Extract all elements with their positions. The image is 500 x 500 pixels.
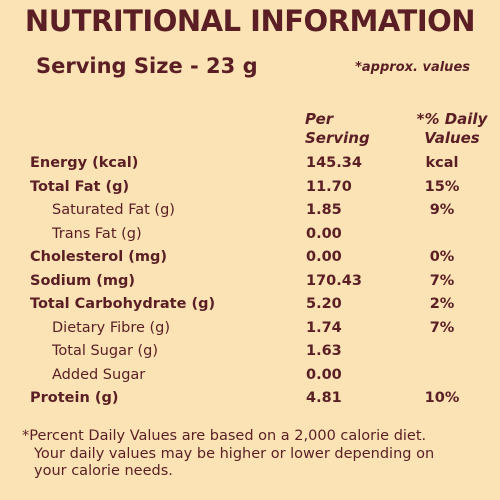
nutrient-daily-value: 7% [429, 272, 455, 289]
nutrient-daily-value: 15% [424, 178, 460, 195]
nutrient-daily-value: 7% [429, 319, 455, 336]
nutrient-value: 0.00 [306, 249, 342, 265]
daily-values-header-line-1: *% Daily [416, 110, 488, 128]
nutrient-daily-value: 2% [429, 296, 455, 312]
nutrient-value: 5.20 [306, 296, 342, 312]
nutrient-label: Sodium (mg) [30, 272, 135, 289]
per-serving-header: Per Serving [305, 110, 385, 148]
nutrient-value: 1.63 [306, 343, 342, 359]
daily-values-header: *% Daily Values [412, 110, 492, 148]
nutrient-table: Energy (kcal) 145.34 kcal Total Fat (g) … [0, 152, 500, 411]
serving-size: Serving Size - 23 g [36, 54, 258, 78]
table-row: Total Fat (g) 11.70 15% [0, 176, 500, 200]
table-row: Total Carbohydrate (g) 5.20 2% [0, 293, 500, 317]
approx-note: *approx. values [355, 60, 470, 75]
nutrient-daily-value: 0% [429, 249, 455, 265]
daily-values-header-line-2: Values [424, 129, 480, 147]
footnote-line-1: *Percent Daily Values are based on a 2,0… [22, 428, 427, 444]
nutrient-value: 4.81 [306, 390, 342, 406]
table-row: Total Sugar (g) 1.63 [0, 340, 500, 364]
nutrient-daily-value: 10% [424, 390, 460, 406]
nutrient-daily-value: kcal [425, 155, 459, 171]
per-serving-header-line-1: Per [305, 110, 334, 128]
nutrient-value: 1.74 [306, 319, 342, 336]
table-row: Protein (g) 4.81 10% [0, 387, 500, 411]
nutrient-value: 11.70 [306, 178, 352, 195]
nutrient-value: 145.34 [306, 155, 362, 171]
nutrient-value: 170.43 [306, 272, 362, 289]
table-row: Trans Fat (g) 0.00 [0, 223, 500, 247]
nutrient-label: Total Carbohydrate (g) [30, 296, 216, 312]
footnote: *Percent Daily Values are based on a 2,0… [22, 428, 492, 481]
nutrient-label: Dietary Fibre (g) [52, 319, 171, 336]
page-title: NUTRITIONAL INFORMATION [24, 4, 476, 38]
nutrient-value: 0.00 [306, 225, 342, 242]
nutrient-label: Added Sugar [52, 366, 146, 383]
footnote-line-3: your calorie needs. [34, 463, 173, 479]
nutrient-value: 1.85 [306, 202, 342, 218]
table-row: Added Sugar 0.00 [0, 364, 500, 388]
table-row: Dietary Fibre (g) 1.74 7% [0, 317, 500, 341]
nutrient-label: Protein (g) [30, 390, 119, 406]
nutrient-label: Total Sugar (g) [52, 343, 159, 359]
nutrient-label: Energy (kcal) [30, 155, 139, 171]
table-row: Sodium (mg) 170.43 7% [0, 270, 500, 294]
table-row: Cholesterol (mg) 0.00 0% [0, 246, 500, 270]
nutrient-value: 0.00 [306, 366, 342, 383]
per-serving-header-line-2: Serving [305, 129, 370, 147]
footnote-line-2: Your daily values may be higher or lower… [34, 445, 435, 462]
nutrient-label: Total Fat (g) [30, 178, 130, 195]
nutrient-label: Trans Fat (g) [52, 225, 142, 242]
table-row: Energy (kcal) 145.34 kcal [0, 152, 500, 176]
nutrient-label: Saturated Fat (g) [52, 202, 175, 218]
nutrient-label: Cholesterol (mg) [30, 249, 167, 265]
table-row: Saturated Fat (g) 1.85 9% [0, 199, 500, 223]
nutrient-daily-value: 9% [429, 202, 455, 218]
